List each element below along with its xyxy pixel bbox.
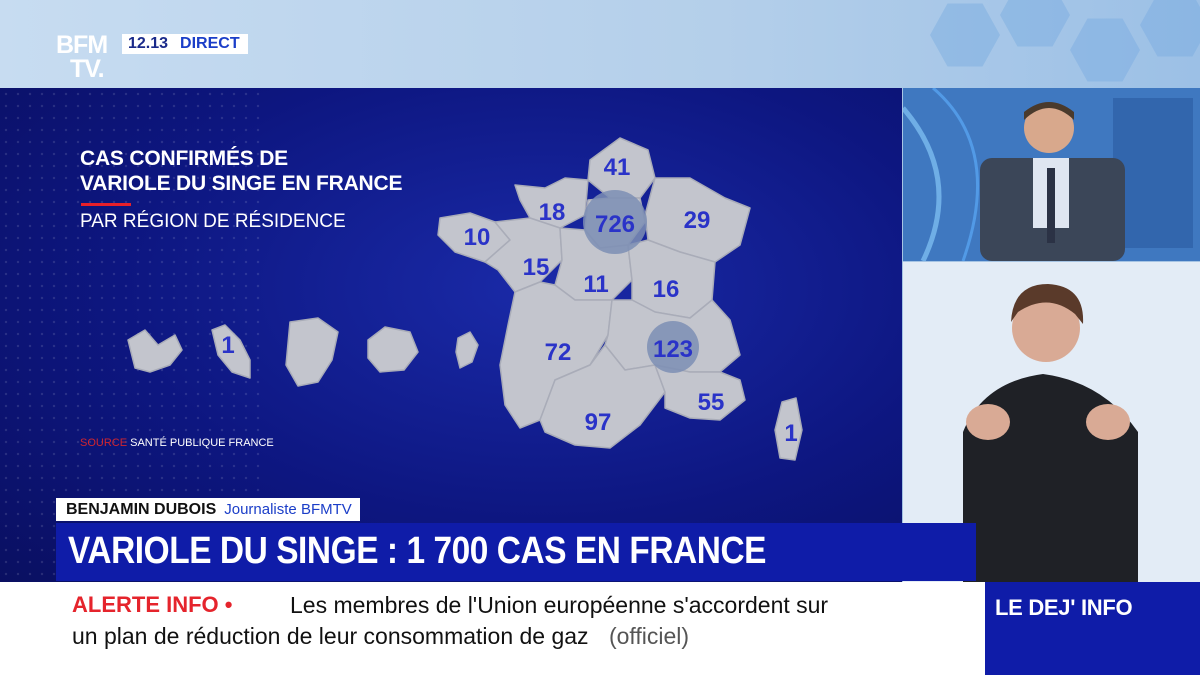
ticker-suffix: (officiel) <box>608 623 690 649</box>
region-case-count: 1 <box>221 332 234 359</box>
region-guadeloupe <box>127 329 183 373</box>
name-bar: BENJAMIN DUBOIS Journaliste BFMTV <box>56 498 360 521</box>
region-case-count: 55 <box>698 389 725 416</box>
source-text: SANTÉ PUBLIQUE FRANCE <box>130 437 274 449</box>
show-badge <box>985 582 1200 675</box>
graphic-source: SOURCE SANTÉ PUBLIQUE FRANCE <box>80 437 274 449</box>
graphic-title: CAS CONFIRMÉS DE VARIOLE DU SINGE EN FRA… <box>80 146 402 196</box>
region-case-count: 72 <box>545 339 572 366</box>
anchor-video <box>903 88 1200 261</box>
region-case-count: 16 <box>653 276 680 303</box>
ticker-line2-text: un plan de réduction de leur consommatio… <box>72 623 589 649</box>
region-case-count: 726 <box>595 211 635 238</box>
anchor-image <box>903 88 1200 261</box>
clock: 12.13 <box>128 35 169 52</box>
region-paca <box>654 364 746 421</box>
region-guyane <box>285 317 339 387</box>
region-martinique <box>211 324 251 379</box>
alert-label: ALERTE INFO • <box>72 592 233 617</box>
ticker-line2: un plan de réduction de leur consommatio… <box>72 623 689 650</box>
region-mayotte <box>455 331 479 369</box>
source-label: SOURCE <box>80 437 128 449</box>
logo-line1: BFM <box>56 31 108 59</box>
region-case-count: 97 <box>585 409 612 436</box>
journalist-role: Journaliste BFMTV <box>224 501 352 518</box>
live-badge: 12.13 DIRECT <box>122 34 248 54</box>
region-case-count: 123 <box>653 336 693 363</box>
logo-line2: TV. <box>70 55 105 83</box>
region-hauts-de-france <box>587 137 656 199</box>
channel-logo: BFM TV. <box>56 33 116 85</box>
ticker-line1: Les membres de l'Union européenne s'acco… <box>290 592 829 618</box>
region-la-reunion <box>367 326 419 373</box>
headline-bar: VARIOLE DU SINGE : 1 700 CAS EN FRANCE <box>56 523 976 581</box>
region-case-count: 15 <box>523 254 550 281</box>
region-occitanie <box>539 344 666 449</box>
hex-decoration <box>930 3 1000 67</box>
region-case-count: 41 <box>604 154 631 181</box>
top-background <box>0 0 1200 88</box>
graphic-subtitle: PAR RÉGION DE RÉSIDENCE <box>80 211 346 232</box>
graphic-title-line2: VARIOLE DU SINGE EN FRANCE <box>80 172 403 195</box>
highlight-circle-ara <box>647 321 699 373</box>
region-corse <box>774 397 803 461</box>
highlight-circle-idf <box>583 190 647 254</box>
region-case-count: 1 <box>784 420 797 447</box>
title-underline <box>81 203 131 206</box>
headline-text: VARIOLE DU SINGE : 1 700 CAS EN FRANCE <box>68 530 767 572</box>
show-name: LE DEJ' INFO <box>995 595 1133 620</box>
region-case-count: 18 <box>539 199 566 226</box>
news-ticker <box>0 582 985 675</box>
live-label: DIRECT <box>180 35 240 52</box>
region-case-count: 29 <box>684 207 711 234</box>
signer-image <box>903 262 1200 582</box>
region-case-count: 11 <box>583 271 608 298</box>
journalist-name: BENJAMIN DUBOIS <box>66 500 217 518</box>
region-case-count: 10 <box>464 224 491 251</box>
graphic-title-line1: CAS CONFIRMÉS DE <box>80 147 288 170</box>
